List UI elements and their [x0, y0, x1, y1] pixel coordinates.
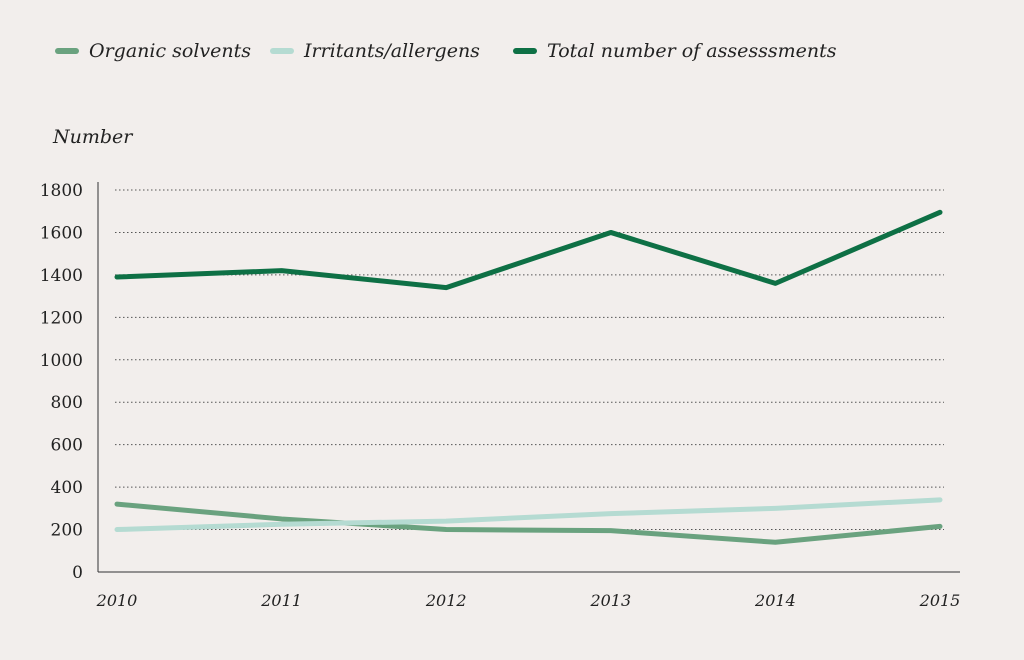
- series-line-irritants-allergens: [114, 497, 943, 533]
- legend-item-irritants-allergens: Irritants/allergens: [270, 40, 513, 62]
- x-tick-label: 2015: [919, 591, 961, 610]
- x-tick-label: 2012: [425, 591, 467, 610]
- y-axis-title: Number: [53, 126, 133, 148]
- x-tick-label: 2014: [754, 591, 796, 610]
- legend-label-organic-solvents: Organic solvents: [89, 40, 252, 62]
- legend-label-irritants-allergens: Irritants/allergens: [304, 40, 480, 62]
- legend-item-total-assessments: Total number of assesssments: [513, 40, 836, 62]
- legend: Organic solvents Irritants/allergens Tot…: [55, 40, 836, 62]
- legend-swatch-irritants-allergens: [270, 48, 294, 54]
- y-tick-label: 800: [51, 393, 83, 413]
- y-tick-label: 0: [72, 563, 83, 583]
- legend-label-total-assessments: Total number of assesssments: [547, 40, 837, 62]
- y-tick-label: 600: [51, 436, 83, 456]
- x-tick-label: 2011: [260, 591, 302, 610]
- y-tick-label: 400: [51, 478, 83, 498]
- legend-swatch-organic-solvents: [55, 48, 79, 54]
- y-tick-label: 1800: [40, 181, 83, 201]
- legend-swatch-total-assessments: [513, 48, 537, 54]
- legend-item-organic-solvents: Organic solvents: [55, 40, 270, 62]
- series-line-organic-solvents: [114, 501, 943, 545]
- y-tick-label: 1600: [40, 223, 83, 243]
- y-tick-label: 1200: [40, 308, 83, 328]
- y-tick-label: 1000: [40, 351, 83, 371]
- series-line-total-number-of-assesssments: [114, 209, 943, 291]
- x-tick-label: 2010: [96, 591, 138, 610]
- y-tick-label: 200: [51, 521, 83, 541]
- x-tick-label: 2013: [589, 591, 631, 610]
- y-tick-label: 1400: [40, 266, 83, 286]
